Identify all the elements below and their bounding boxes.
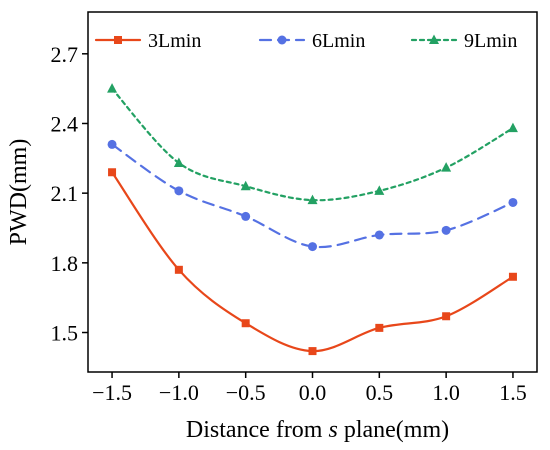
x-tick-label: −0.5 xyxy=(226,380,266,405)
data-point-9Lmin xyxy=(307,194,318,205)
series-layer xyxy=(107,83,518,356)
x-tick-label: −1.5 xyxy=(92,380,132,405)
data-point-3Lmin xyxy=(108,168,117,177)
x-axis-title: Distance from s plane(mm) xyxy=(186,417,449,443)
x-tick-label: 1.5 xyxy=(499,380,527,405)
data-point-6Lmin xyxy=(107,139,117,149)
data-point-3Lmin xyxy=(241,319,250,328)
data-point-9Lmin xyxy=(173,157,184,167)
data-point-6Lmin xyxy=(441,225,451,235)
y-tick-label: 1.5 xyxy=(51,321,79,346)
data-point-3Lmin xyxy=(375,323,384,332)
data-point-3Lmin xyxy=(442,312,451,321)
data-point-9Lmin xyxy=(374,185,385,195)
data-point-9Lmin xyxy=(240,180,251,191)
data-point-6Lmin xyxy=(174,186,184,196)
data-point-3Lmin xyxy=(508,272,517,281)
data-point-6Lmin xyxy=(508,197,518,207)
data-point-9Lmin xyxy=(507,122,518,133)
x-tick-label: −1.0 xyxy=(159,380,199,405)
legend-marker xyxy=(429,34,439,44)
y-tick-label: 2.4 xyxy=(51,111,79,136)
x-axis-title-suffix: plane(mm) xyxy=(338,417,449,443)
series-line-9Lmin xyxy=(110,87,515,202)
legend-label: 6Lmin xyxy=(312,30,365,52)
data-point-3Lmin xyxy=(174,265,183,274)
legend-label: 3Lmin xyxy=(148,30,201,52)
data-point-6Lmin xyxy=(241,211,251,221)
y-axis-title: PWD(mm) xyxy=(6,139,32,246)
y-tick-label: 2.1 xyxy=(51,181,79,206)
legend: 3Lmin 6Lmin 9Lmin xyxy=(94,30,517,52)
plot-frame xyxy=(87,11,538,373)
y-tick-label: 2.7 xyxy=(51,42,79,67)
data-point-3Lmin xyxy=(308,347,317,356)
legend-label: 9Lmin xyxy=(464,30,517,52)
tick-layer: −1.5 −1.0 −0.5 0.0 0.5 1.0 1.5 1.5 1.8 2.1 2.4 2.7 xyxy=(51,42,527,405)
data-point-9Lmin xyxy=(107,83,118,93)
y-tick-label: 1.8 xyxy=(51,251,79,276)
legend-marker xyxy=(114,36,122,44)
x-axis-title-italic: s xyxy=(328,417,337,443)
data-point-6Lmin xyxy=(308,242,317,252)
x-axis-title-prefix: Distance from xyxy=(186,417,329,443)
data-point-9Lmin xyxy=(441,162,452,172)
x-tick-label: 1.0 xyxy=(432,380,460,405)
data-point-6Lmin xyxy=(374,230,384,240)
x-tick-label: 0.5 xyxy=(366,380,394,405)
legend-marker xyxy=(277,35,287,45)
x-tick-label: 0.0 xyxy=(299,380,327,405)
